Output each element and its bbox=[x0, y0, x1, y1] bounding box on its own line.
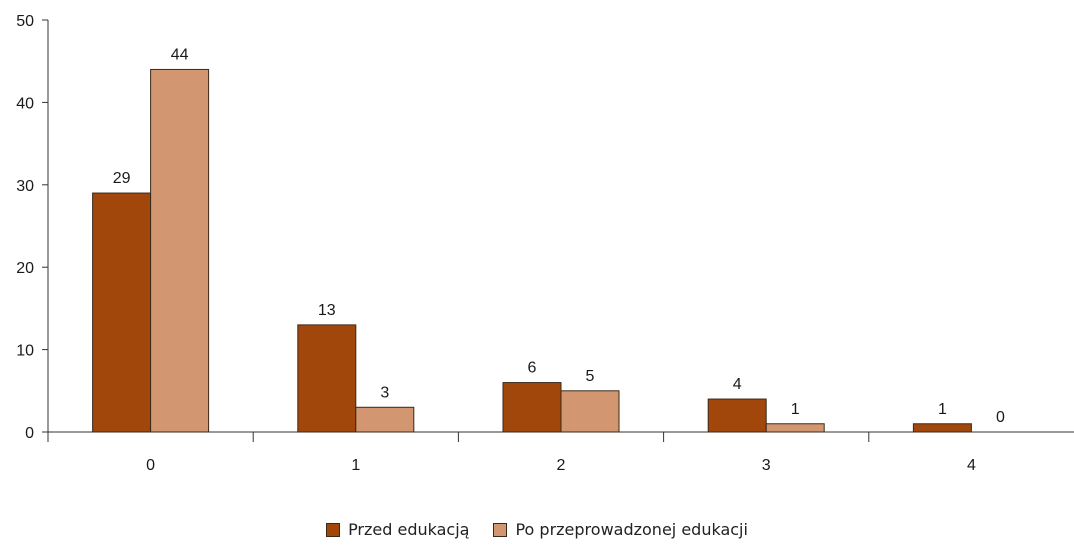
legend-item-series-1: Przed edukacją bbox=[326, 520, 469, 539]
y-tick-label: 20 bbox=[16, 260, 34, 277]
x-tick-label: 0 bbox=[146, 457, 155, 474]
data-label-series-2: 0 bbox=[996, 409, 1005, 426]
y-tick-label: 30 bbox=[16, 178, 34, 195]
x-tick-label: 3 bbox=[762, 457, 771, 474]
legend-swatch-series-1 bbox=[326, 522, 341, 537]
bar-series-1 bbox=[707, 398, 767, 433]
bar-series-2 bbox=[150, 68, 210, 433]
y-tick-label: 0 bbox=[25, 425, 34, 442]
data-label-series-1: 4 bbox=[733, 376, 742, 393]
data-label-series-1: 13 bbox=[318, 302, 336, 319]
data-label-series-2: 3 bbox=[380, 384, 389, 401]
x-tick-label: 2 bbox=[557, 457, 566, 474]
x-tick-label: 4 bbox=[967, 457, 976, 474]
x-axis: 0 1 2 3 4 bbox=[47, 431, 1074, 474]
legend-label-series-1: Przed edukacją bbox=[348, 520, 470, 539]
bar-series-1 bbox=[912, 423, 972, 433]
data-label-series-1: 1 bbox=[938, 401, 947, 418]
legend-swatch-series-2 bbox=[493, 522, 508, 537]
data-label-series-1: 29 bbox=[113, 170, 131, 187]
bars bbox=[92, 68, 972, 433]
x-tick-label: 1 bbox=[351, 457, 360, 474]
bar-series-2 bbox=[560, 390, 620, 433]
data-label-series-2: 44 bbox=[171, 46, 189, 63]
data-labels: 29 13 6 4 1 44 3 5 1 0 bbox=[113, 46, 1005, 426]
y-tick-label: 10 bbox=[16, 343, 34, 360]
y-tick-label: 50 bbox=[16, 13, 34, 30]
bar-series-2 bbox=[355, 406, 415, 433]
data-label-series-2: 5 bbox=[586, 368, 595, 385]
legend-label-series-2: Po przeprowadzonej edukacji bbox=[515, 520, 748, 539]
data-label-series-2: 1 bbox=[791, 401, 800, 418]
legend-item-series-2: Po przeprowadzonej edukacji bbox=[493, 520, 748, 539]
y-axis: 0 10 20 30 40 50 bbox=[16, 13, 49, 442]
legend: Przed edukacją Po przeprowadzonej edukac… bbox=[0, 520, 1074, 539]
y-tick-label: 40 bbox=[16, 95, 34, 112]
data-label-series-1: 6 bbox=[528, 360, 537, 377]
bar-series-1 bbox=[502, 382, 562, 433]
bar-series-1 bbox=[92, 192, 152, 433]
bar-series-1 bbox=[297, 324, 357, 433]
bar-series-2 bbox=[765, 423, 825, 433]
